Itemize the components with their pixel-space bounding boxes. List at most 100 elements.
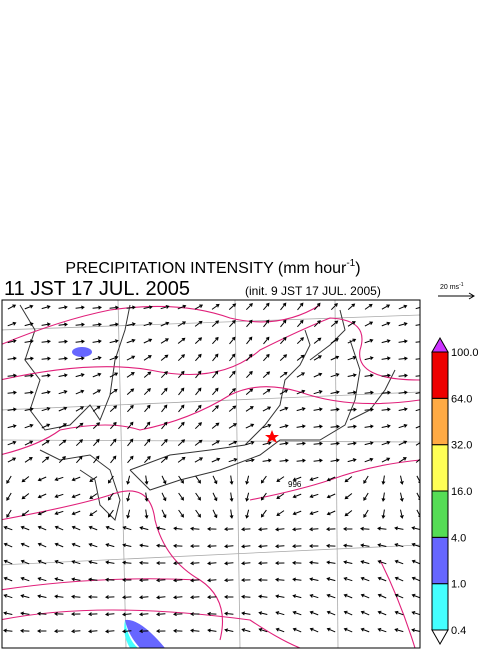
colorbar-label: 16.0 (451, 486, 472, 498)
wind-arrow (347, 407, 357, 412)
wind-arrow (156, 561, 166, 566)
wind-arrow (313, 458, 323, 463)
wind-arrow (344, 476, 353, 483)
wind-arrow (24, 339, 34, 344)
wind-arrow (58, 439, 67, 446)
wind-arrow (54, 542, 64, 548)
wind-arrow (139, 612, 149, 617)
wind-arrow (194, 422, 203, 430)
wind-arrow (330, 320, 339, 327)
wind-arrow (194, 439, 203, 446)
wind-arrow (37, 476, 47, 482)
wind-arrow (262, 371, 271, 378)
wind-arrow (20, 628, 30, 633)
wind-arrow (54, 577, 64, 582)
wind-arrow (394, 593, 404, 599)
wind-arrow (194, 337, 203, 344)
wind-arrow (245, 509, 250, 519)
wind-arrow (313, 424, 323, 429)
wind-arrow (37, 525, 47, 531)
wind-arrow (258, 594, 268, 599)
wind-arrow (411, 593, 420, 599)
wind-arrow (126, 475, 131, 485)
wind-arrow (245, 406, 254, 412)
wind-arrow (161, 492, 167, 502)
wind-arrow (54, 559, 64, 565)
wind-arrow (24, 304, 34, 310)
wind-arrow (195, 353, 202, 362)
wind-arrow (58, 339, 68, 344)
wind-arrow (58, 455, 66, 464)
wind-arrow (177, 337, 186, 344)
wind-arrow (144, 509, 149, 519)
wind-arrow (173, 526, 183, 531)
wind-arrow (313, 372, 323, 378)
wind-arrow (41, 322, 51, 327)
wind-arrow (75, 356, 85, 361)
valid-time: 11 JST 17 JUL. 2005 (4, 278, 190, 300)
wind-arrow (381, 321, 391, 327)
wind-arrow (228, 458, 238, 463)
wind-arrow (360, 543, 370, 548)
wind-arrow (37, 629, 47, 634)
wind-arrow (377, 560, 387, 565)
wind-arrow (156, 526, 166, 531)
wind-arrow (207, 628, 217, 633)
wind-arrow (160, 338, 169, 344)
wind-arrow (92, 389, 102, 395)
wind-arrow (292, 544, 302, 549)
wind-arrow (122, 595, 132, 600)
wind-arrow (343, 627, 353, 633)
wind-arrow (139, 595, 149, 600)
wind-arrow (276, 510, 285, 516)
wind-arrow (347, 338, 357, 344)
wind-arrow (178, 509, 184, 518)
wind-arrow (126, 322, 136, 327)
wind-arrow (262, 423, 272, 429)
wind-arrow (296, 441, 306, 446)
wind-arrow (71, 525, 81, 531)
wind-arrow (326, 493, 336, 499)
wind-arrow (263, 319, 270, 328)
wind-arrow (292, 493, 302, 499)
wind-arrow (381, 373, 391, 378)
wind-arrow (224, 611, 234, 616)
wind-arrow (275, 627, 285, 633)
isobar (2, 304, 420, 648)
wind-arrow (313, 355, 322, 361)
wind-arrow (161, 387, 168, 396)
colorbar-label: 100.0 (451, 347, 479, 359)
wind-arrow (229, 319, 236, 328)
wind-arrow (20, 611, 30, 616)
wind-arrow (194, 304, 204, 310)
wind-arrow (275, 611, 285, 616)
wind-arrow (122, 612, 132, 617)
wind-arrow (6, 509, 12, 518)
wind-arrow (292, 610, 302, 616)
wind-arrow (7, 457, 17, 463)
map-frame (1, 299, 421, 649)
wind-arrow (207, 578, 217, 583)
colorbar-segment (431, 397, 449, 446)
colorbar-segment (431, 351, 449, 399)
wind-arrow (292, 627, 302, 633)
wind-arrow (88, 577, 98, 582)
wind-arrow (126, 388, 135, 395)
wind-arrow (75, 322, 85, 327)
wind-arrow (343, 577, 353, 582)
wind-arrow (3, 611, 13, 616)
wind-arrow (364, 303, 373, 310)
wind-arrow (194, 457, 204, 463)
wind-arrow (262, 388, 271, 395)
wind-arrow (160, 456, 169, 463)
wind-arrow (41, 390, 51, 395)
wind-arrow (71, 493, 81, 499)
wind-arrow (363, 475, 369, 484)
wind-arrow (258, 611, 268, 616)
wind-arrow (360, 593, 370, 599)
wind-arrow (58, 423, 67, 429)
wind-arrow (330, 355, 340, 361)
wind-arrow (280, 319, 287, 328)
wind-arrow (381, 339, 391, 344)
wind-arrow (156, 595, 166, 600)
